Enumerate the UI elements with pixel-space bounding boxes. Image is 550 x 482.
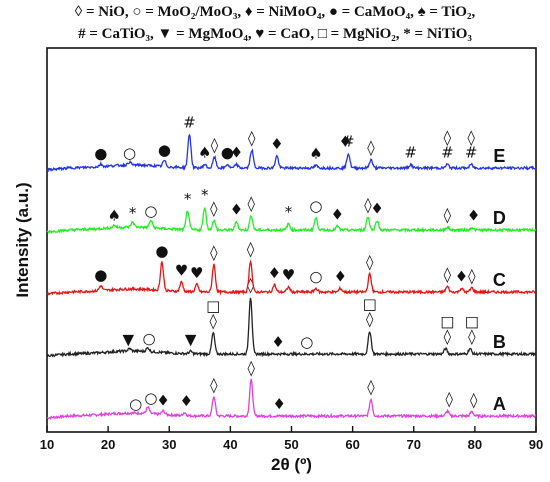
x-tick-label-40: 40 <box>223 437 237 452</box>
phase-marker-B-12: ◊ <box>468 328 476 346</box>
phase-marker-D-8: * <box>285 203 293 221</box>
y-axis-title: Intensity (a.u.) <box>13 182 32 297</box>
phase-marker-C-10: ◊ <box>366 253 374 271</box>
phase-marker-E-14: # <box>404 143 417 161</box>
phase-marker-B-3: ◊ <box>210 312 218 330</box>
phase-marker-A-7: ◊ <box>367 378 375 396</box>
series-line-C <box>46 259 537 296</box>
phase-marker-E-7: ♦ <box>230 143 243 161</box>
phase-marker-A-3: ♦ <box>180 392 193 410</box>
phase-marker-A-9: ◊ <box>470 391 478 409</box>
phase-marker-B-4: □ <box>206 297 220 315</box>
phase-marker-D-2: ○ <box>144 202 157 220</box>
phase-marker-C-5: ◊ <box>247 240 255 258</box>
phase-marker-E-8: ◊ <box>248 129 256 147</box>
phase-marker-B-13: □ <box>465 313 479 331</box>
x-tick-label-30: 30 <box>162 437 176 452</box>
series-label-C: C <box>493 270 506 290</box>
phase-marker-B-11: □ <box>440 313 454 331</box>
phase-marker-C-11: ◊ <box>444 266 452 284</box>
series-label-E: E <box>493 146 505 166</box>
phase-marker-C-2: ♥ <box>175 261 188 279</box>
phase-marker-E-17: # <box>465 143 478 161</box>
phase-marker-A-8: ◊ <box>445 390 453 408</box>
phase-marker-D-1: * <box>129 204 137 222</box>
phase-marker-B-10: ◊ <box>444 328 452 346</box>
x-tick-label-70: 70 <box>407 437 421 452</box>
phase-marker-B-6: ♦ <box>271 333 284 351</box>
legend-line-2: # = CaTiO₃, ▼ = MgMoO₄, ♥ = CaO, □ = MgN… <box>78 26 472 42</box>
phase-marker-C-1: ● <box>155 242 168 260</box>
phase-marker-D-4: * <box>201 186 209 204</box>
phase-marker-A-5: ◊ <box>247 359 255 377</box>
phase-marker-E-15: # <box>441 143 454 161</box>
x-tick-label-90: 90 <box>529 437 543 452</box>
x-tick-label-50: 50 <box>284 437 298 452</box>
phase-marker-E-11: ♦ <box>339 133 352 151</box>
phase-marker-D-10: ♦ <box>331 205 344 223</box>
phase-marker-C-13: ◊ <box>468 267 476 285</box>
phase-marker-A-2: ♦ <box>156 391 169 409</box>
phase-marker-E-12: # <box>342 133 355 151</box>
phase-marker-B-1: ○ <box>143 329 156 347</box>
phase-marker-B-7: ○ <box>300 333 313 351</box>
phase-marker-E-6: ● <box>221 143 234 161</box>
phase-marker-C-7: ♥ <box>282 266 295 284</box>
x-tick-label-60: 60 <box>345 437 359 452</box>
phase-marker-B-2: ▼ <box>185 331 197 349</box>
phase-marker-B-0: ▼ <box>123 331 135 349</box>
x-tick-label-80: 80 <box>468 437 482 452</box>
phase-marker-D-5: ◊ <box>210 199 218 217</box>
phase-marker-C-6: ♦ <box>268 264 281 282</box>
phase-marker-D-6: ♦ <box>230 201 243 219</box>
phase-marker-C-4: ◊ <box>210 243 218 261</box>
x-tick-label-20: 20 <box>101 437 115 452</box>
phase-marker-D-0: ♠ <box>108 207 121 225</box>
series-line-A <box>46 378 537 421</box>
phase-marker-E-9: ♦ <box>270 135 283 153</box>
phase-marker-D-14: ♦ <box>467 207 480 225</box>
phase-marker-D-9: ○ <box>309 197 322 215</box>
series-line-E <box>46 133 537 173</box>
phase-marker-E-10: ♠ <box>309 145 322 163</box>
phase-marker-C-3: ♥ <box>190 264 203 282</box>
phase-marker-D-3: * <box>184 190 192 208</box>
phase-marker-E-0: ● <box>94 145 107 163</box>
phase-marker-E-4: ♠ <box>198 143 211 161</box>
x-axis-title: 2θ (º) <box>271 455 312 474</box>
phase-marker-D-11: ◊ <box>364 196 372 214</box>
phase-marker-D-13: ◊ <box>444 206 452 224</box>
phase-marker-E-3: # <box>183 113 196 131</box>
phase-marker-E-18: ◊ <box>467 128 475 146</box>
phase-marker-E-13: ◊ <box>367 139 375 157</box>
phase-marker-D-7: ◊ <box>247 195 255 213</box>
phase-marker-C-8: ○ <box>309 267 322 285</box>
x-tick-label-10: 10 <box>40 437 54 452</box>
phase-marker-B-5: ◊ <box>247 276 255 294</box>
phase-marker-B-8: ◊ <box>366 310 374 328</box>
plot-frame <box>46 47 537 433</box>
phase-marker-A-1: ○ <box>144 389 157 407</box>
phase-marker-E-5: ◊ <box>211 136 219 154</box>
phase-marker-C-12: ♦ <box>455 267 468 285</box>
series-label-D: D <box>493 208 506 228</box>
series-line-D <box>46 207 537 235</box>
phase-marker-B-9: □ <box>363 295 377 313</box>
phase-marker-E-2: ● <box>158 141 171 159</box>
legend-line-1: ◊ = NiO, ○ = MoO₂/MoO₃, ♦ = NiMoO₄, ● = … <box>74 4 476 20</box>
phase-marker-A-4: ◊ <box>210 376 218 394</box>
phase-marker-E-1: ○ <box>123 144 136 162</box>
phase-marker-D-12: ♦ <box>370 199 383 217</box>
phase-marker-E-16: ◊ <box>444 128 452 146</box>
phase-marker-C-9: ♦ <box>334 267 347 285</box>
series-label-B: B <box>493 332 506 352</box>
series-line-B <box>46 297 537 358</box>
phase-marker-A-0: ○ <box>129 395 142 413</box>
phase-marker-A-6: ♦ <box>273 395 286 413</box>
series-label-A: A <box>493 394 506 414</box>
phase-marker-C-0: ● <box>94 266 107 284</box>
